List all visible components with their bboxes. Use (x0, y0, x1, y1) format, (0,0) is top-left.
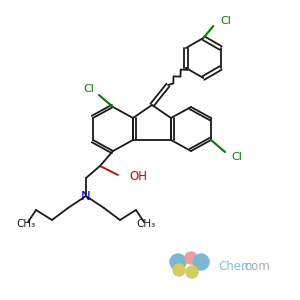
Text: CH₃: CH₃ (16, 219, 36, 229)
Text: Cl: Cl (232, 152, 242, 162)
Text: Cl: Cl (84, 84, 94, 94)
Circle shape (170, 254, 186, 270)
Text: N: N (81, 190, 91, 202)
Circle shape (186, 266, 198, 278)
Circle shape (193, 254, 209, 270)
Text: Chem: Chem (218, 260, 253, 272)
Circle shape (185, 252, 197, 264)
Text: .com: .com (242, 260, 271, 272)
Text: OH: OH (129, 169, 147, 182)
Circle shape (173, 264, 185, 276)
Text: CH₃: CH₃ (136, 219, 156, 229)
Text: Cl: Cl (220, 16, 231, 26)
